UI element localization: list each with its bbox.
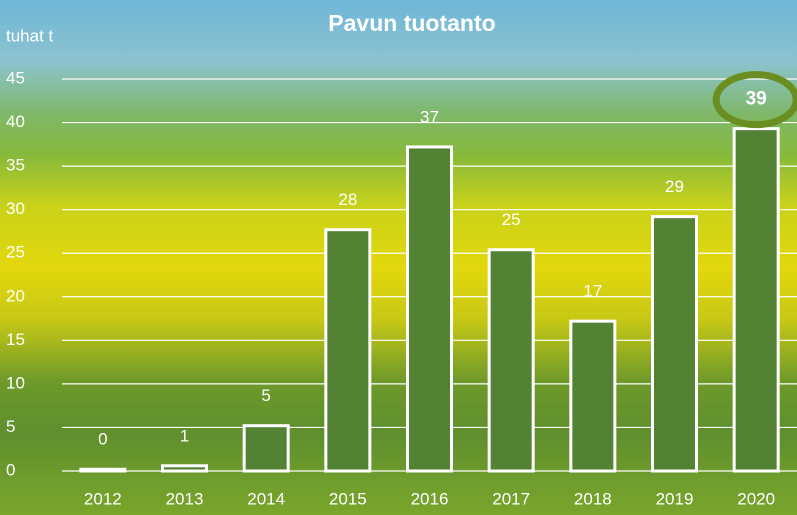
x-tick-label: 2015 [329, 489, 367, 508]
bar [489, 250, 533, 471]
x-tick-label: 2017 [492, 489, 530, 508]
bar [653, 217, 697, 471]
bar [163, 466, 207, 471]
y-tick-label: 40 [6, 112, 25, 131]
value-label: 0 [98, 430, 107, 449]
bar [408, 147, 452, 471]
page: Pavun tuotanto tuhat t 05101520253035404… [0, 0, 797, 515]
bar [244, 426, 288, 471]
y-tick-label: 0 [6, 460, 15, 479]
value-label: 28 [338, 190, 357, 209]
value-label: 1 [180, 426, 189, 445]
x-tick-label: 2020 [737, 489, 775, 508]
value-label: 5 [261, 386, 270, 405]
y-tick-label: 15 [6, 330, 25, 349]
bar [734, 129, 778, 471]
chart: Pavun tuotanto tuhat t 05101520253035404… [0, 0, 797, 515]
value-label: 29 [665, 177, 684, 196]
value-label: 37 [420, 107, 439, 126]
bar [571, 321, 615, 471]
y-axis-label: tuhat t [6, 26, 54, 45]
x-tick-label: 2014 [247, 489, 285, 508]
chart-title: Pavun tuotanto [328, 10, 495, 36]
y-tick-label: 25 [6, 243, 25, 262]
bar [81, 469, 125, 471]
y-tick-label: 5 [6, 417, 15, 436]
value-label: 25 [502, 210, 521, 229]
x-tick-label: 2019 [656, 489, 694, 508]
y-tick-label: 30 [6, 199, 25, 218]
bar [326, 230, 370, 471]
x-tick-label: 2012 [84, 489, 122, 508]
value-label: 17 [583, 282, 602, 301]
y-tick-label: 35 [6, 156, 25, 175]
x-tick-label: 2016 [411, 489, 449, 508]
y-tick-label: 45 [6, 68, 25, 87]
x-tick-label: 2013 [166, 489, 204, 508]
value-label: 39 [746, 89, 767, 110]
x-tick-label: 2018 [574, 489, 612, 508]
y-tick-label: 20 [6, 286, 25, 305]
y-tick-label: 10 [6, 373, 25, 392]
